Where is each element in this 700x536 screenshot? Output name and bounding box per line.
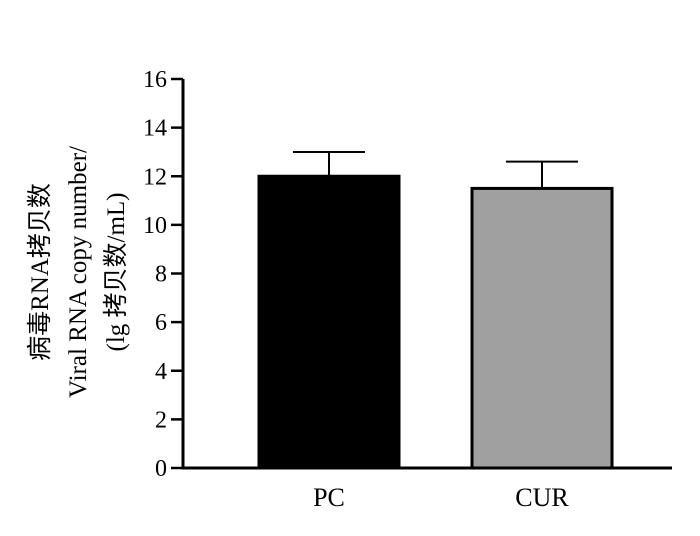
plot-area: PC CUR 0 2 4 6 8 10 12 14 16 — [143, 67, 672, 512]
y-tick-label-8: 8 — [155, 262, 167, 288]
y-axis-title-line-1: 病毒RNA拷贝数 — [26, 183, 54, 361]
y-tick-label-2: 2 — [155, 407, 167, 433]
y-tick-label-14: 14 — [143, 116, 167, 142]
bar-cur — [470, 186, 614, 470]
y-axis-title: 病毒RNA拷贝数 Viral RNA copy number/ (lg 拷贝数/… — [26, 146, 130, 398]
y-tick-label-10: 10 — [143, 213, 167, 239]
y-tick-label-6: 6 — [155, 310, 167, 336]
y-axis-title-line-2: Viral RNA copy number/ — [65, 146, 92, 398]
y-tick-label-4: 4 — [155, 359, 167, 385]
y-tick-label-12: 12 — [143, 164, 167, 190]
y-tick-label-16: 16 — [143, 67, 167, 93]
bar-pc — [257, 174, 401, 470]
y-axis-title-line-3: (lg 拷贝数/mL) — [102, 192, 130, 351]
x-tick-label-cur: CUR — [515, 483, 569, 512]
x-tick-label-pc: PC — [313, 483, 345, 512]
y-tick-label-0: 0 — [155, 456, 167, 482]
